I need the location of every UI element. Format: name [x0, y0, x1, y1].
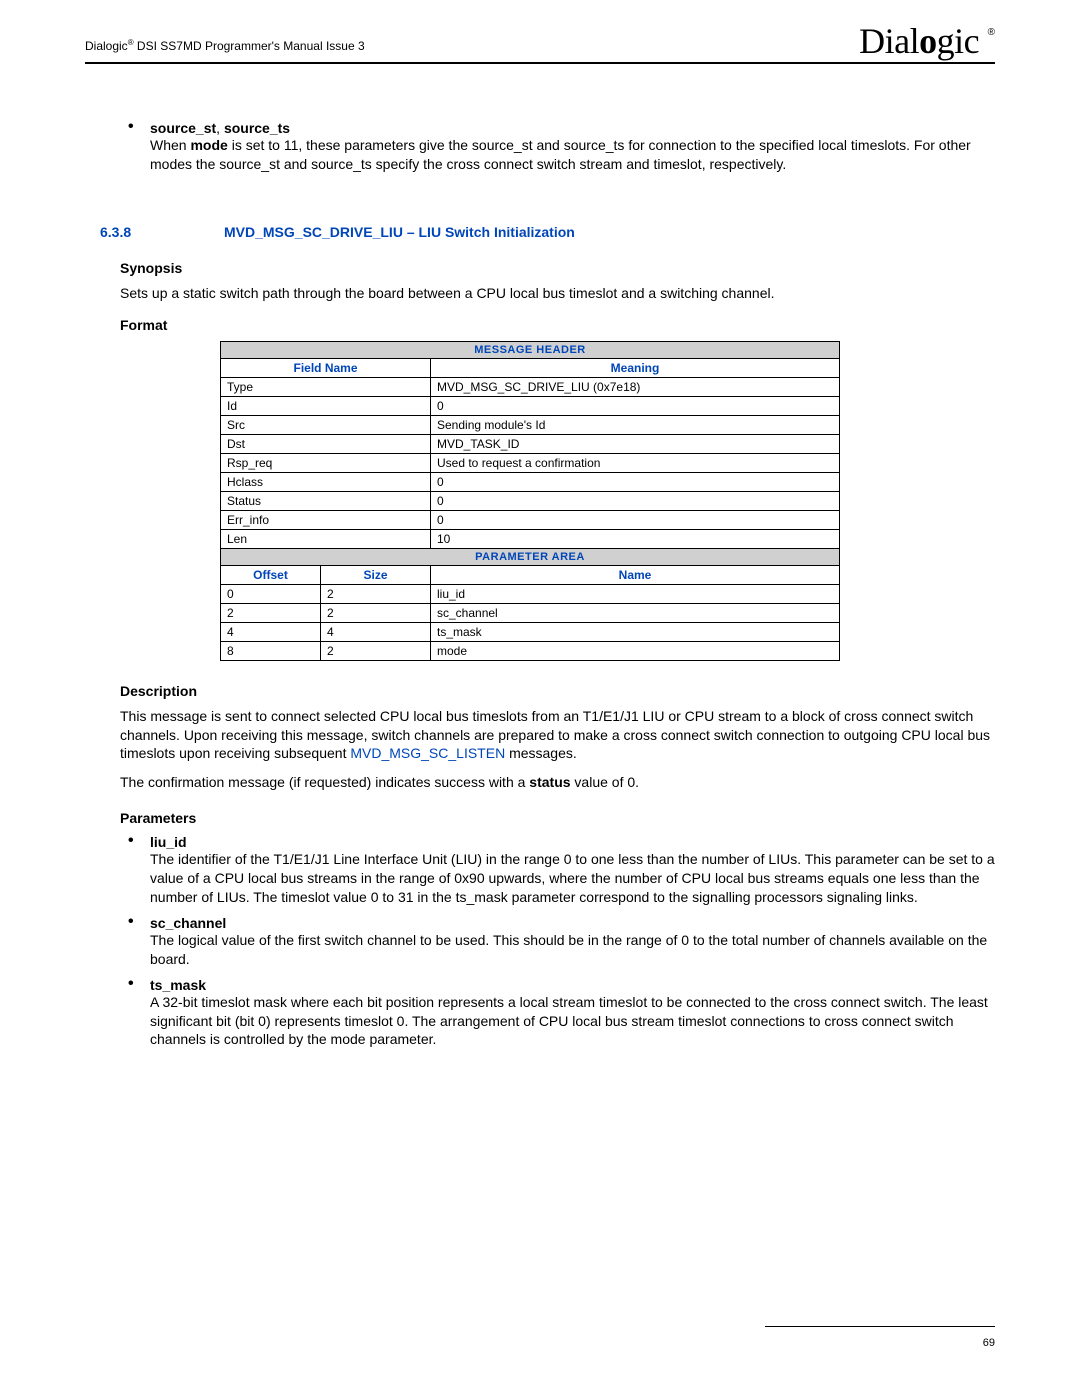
- message-table: MESSAGE HEADER Field Name Meaning TypeMV…: [220, 341, 840, 661]
- link-mvd-msg-sc-listen[interactable]: MVD_MSG_SC_LISTEN: [350, 745, 505, 761]
- parameters-label: Parameters: [120, 810, 995, 826]
- page: Dialogic® DSI SS7MD Programmer's Manual …: [0, 0, 1080, 1397]
- synopsis-text: Sets up a static switch path through the…: [120, 284, 995, 303]
- param-title: liu_id: [150, 834, 995, 850]
- page-number: 69: [983, 1337, 995, 1349]
- param-title: sc_channel: [150, 915, 995, 931]
- section-heading: 6.3.8 MVD_MSG_SC_DRIVE_LIU – LIU Switch …: [100, 224, 995, 240]
- table-row: TypeMVD_MSG_SC_DRIVE_LIU (0x7e18): [221, 377, 840, 396]
- param-ts-mask: ts_mask A 32-bit timeslot mask where eac…: [120, 977, 995, 1050]
- section-number: 6.3.8: [100, 224, 224, 240]
- table-row: DstMVD_TASK_ID: [221, 434, 840, 453]
- description-p2: The confirmation message (if requested) …: [120, 773, 995, 792]
- table-row: Rsp_reqUsed to request a confirmation: [221, 453, 840, 472]
- table-row: 82mode: [221, 641, 840, 660]
- table-row: Len10: [221, 529, 840, 548]
- param-source-st-ts: source_st, source_ts When mode is set to…: [120, 120, 995, 174]
- content-area: source_st, source_ts When mode is set to…: [120, 120, 995, 1057]
- logo: Dialogic ®: [859, 20, 995, 62]
- param-body: The logical value of the first switch ch…: [150, 931, 995, 969]
- param-title: ts_mask: [150, 977, 995, 993]
- logo-text: Dialogic: [859, 21, 988, 61]
- param-liu-id: liu_id The identifier of the T1/E1/J1 Li…: [120, 834, 995, 907]
- header-rule: [85, 62, 995, 64]
- format-label: Format: [120, 317, 995, 333]
- table-columns-header: Field Name Meaning: [221, 358, 840, 377]
- table-row: Id0: [221, 396, 840, 415]
- description-p1: This message is sent to connect selected…: [120, 707, 995, 764]
- description-label: Description: [120, 683, 995, 699]
- synopsis-label: Synopsis: [120, 260, 995, 276]
- param-body: A 32-bit timeslot mask where each bit po…: [150, 993, 995, 1050]
- table-row: 44ts_mask: [221, 622, 840, 641]
- table-header-message: MESSAGE HEADER: [221, 341, 840, 358]
- table-row: Status0: [221, 491, 840, 510]
- footer-rule: [765, 1326, 995, 1327]
- section-title: MVD_MSG_SC_DRIVE_LIU – LIU Switch Initia…: [224, 224, 575, 240]
- table-row: Hclass0: [221, 472, 840, 491]
- param-sc-channel: sc_channel The logical value of the firs…: [120, 915, 995, 969]
- table-param-columns: Offset Size Name: [221, 565, 840, 584]
- table-row: 22sc_channel: [221, 603, 840, 622]
- table-row: 02liu_id: [221, 584, 840, 603]
- param-title: source_st, source_ts: [150, 120, 995, 136]
- param-body: When mode is set to 11, these parameters…: [150, 136, 995, 174]
- header-running-title: Dialogic® DSI SS7MD Programmer's Manual …: [85, 38, 365, 53]
- logo-registered-icon: ®: [988, 27, 995, 38]
- param-body: The identifier of the T1/E1/J1 Line Inte…: [150, 850, 995, 907]
- table-row: SrcSending module's Id: [221, 415, 840, 434]
- table-row: Err_info0: [221, 510, 840, 529]
- table-header-parameter: PARAMETER AREA: [221, 548, 840, 565]
